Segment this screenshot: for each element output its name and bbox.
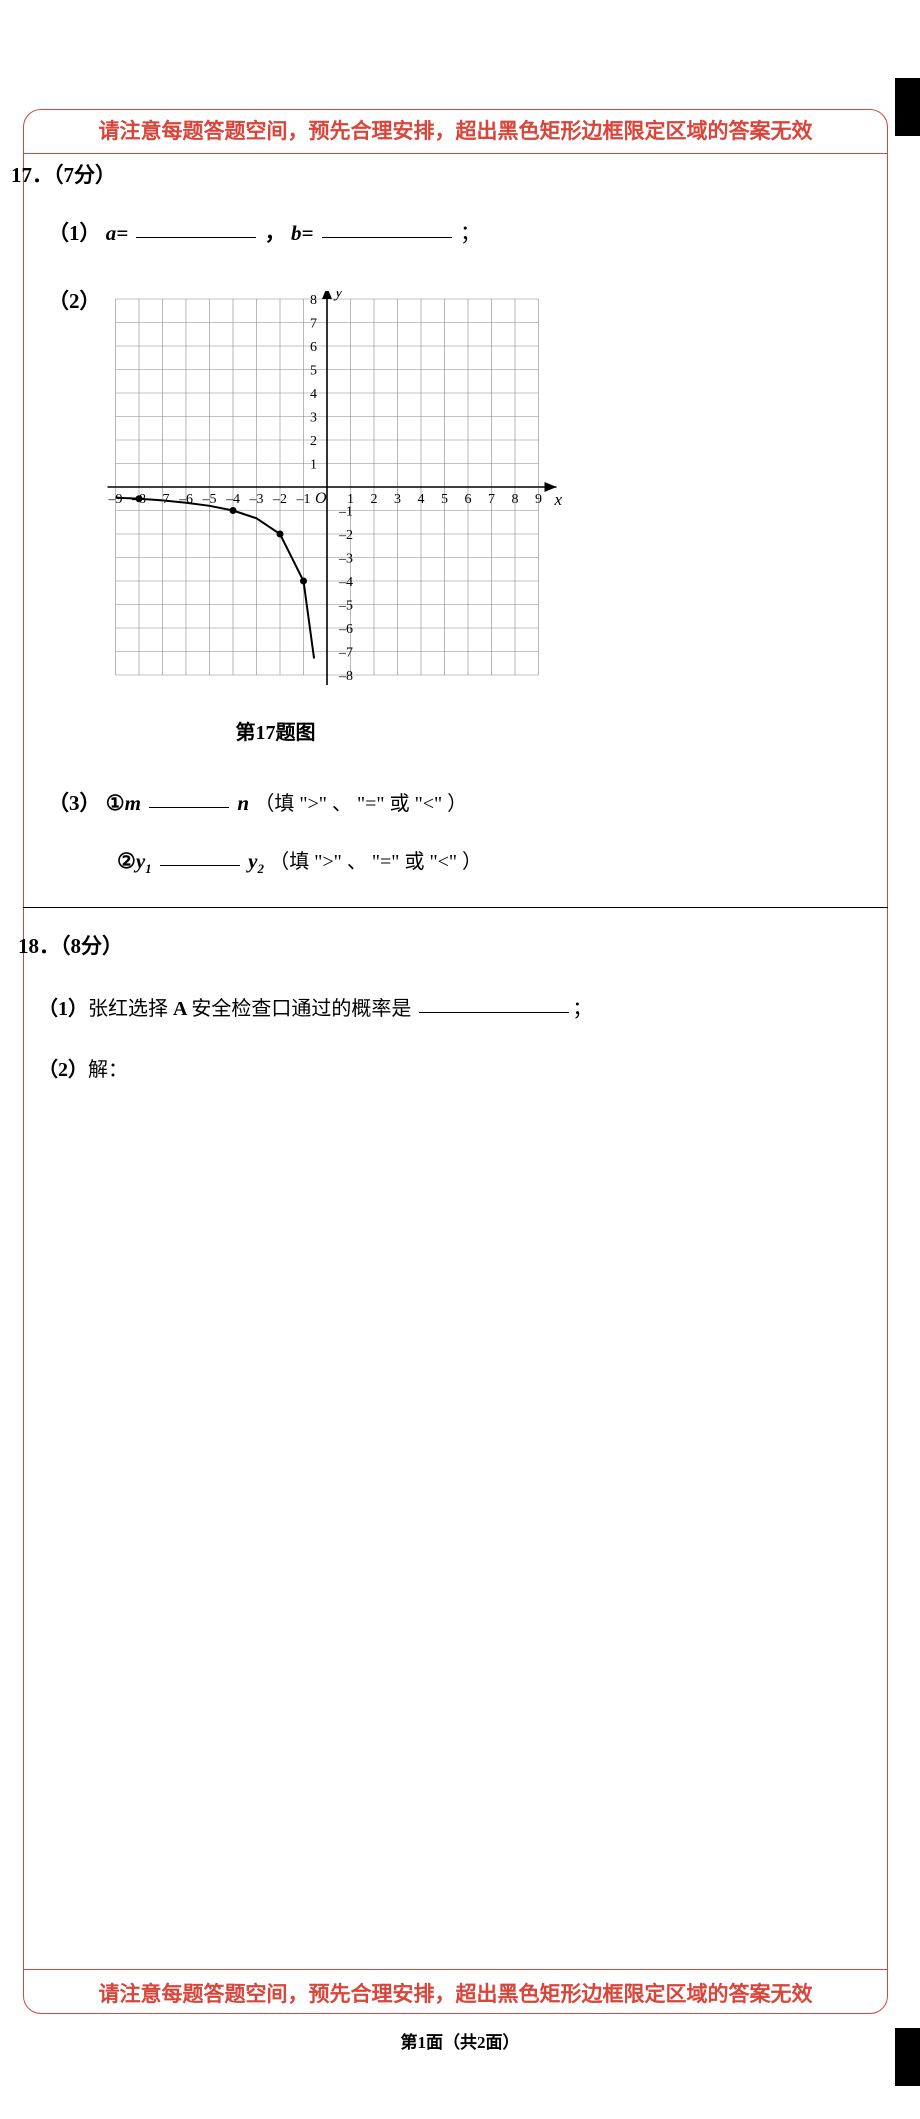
warning-top: 请注意每题答题空间，预先合理安排，超出黑色矩形边框限定区域的答案无效 [23,112,888,154]
svg-text:–1: –1 [296,492,311,507]
q17-part1: （1） a= ， b= ； [48,217,888,247]
svg-text:5: 5 [310,364,317,379]
svg-text:8: 8 [310,293,317,308]
svg-text:–9: –9 [108,492,123,507]
question-divider [23,907,888,908]
svg-text:6: 6 [310,340,317,355]
svg-text:3: 3 [310,411,317,426]
q17-a-eq: a= [106,221,128,245]
q17-mn-blank[interactable] [149,807,229,808]
svg-text:x: x [554,490,563,509]
svg-text:3: 3 [394,492,401,507]
svg-text:–5: –5 [338,599,353,614]
svg-text:–7: –7 [338,646,353,661]
page-footer: 第1面（共2面） [0,2028,920,2053]
svg-text:–3: –3 [249,492,264,507]
q17-circled-2: ② [117,850,136,873]
q18-part1: （1）张红选择 A 安全检查口通过的概率是 ； [38,992,888,1021]
svg-text:–4: –4 [338,575,353,590]
q17-m: m [125,791,141,815]
svg-text:8: 8 [512,492,519,507]
svg-text:4: 4 [310,387,317,402]
svg-text:O: O [315,490,327,507]
svg-text:7: 7 [310,317,317,332]
q18-part2-label: （2） [38,1059,88,1081]
svg-text:7: 7 [488,492,495,507]
q17-a-blank[interactable] [136,237,256,238]
q17-y2: y2 [248,849,264,873]
svg-text:–2: –2 [338,528,353,543]
q18-semi: ； [572,998,592,1020]
svg-text:1: 1 [310,458,317,473]
q17-y-blank[interactable] [160,865,240,866]
q18-part1-prefix: 张红选择 [88,998,173,1020]
q17-part1-label: （1） [48,221,101,245]
svg-text:–8: –8 [338,669,353,684]
svg-text:–2: –2 [272,492,287,507]
q17-n: n [237,791,249,815]
svg-text:9: 9 [535,492,542,507]
q18-part1-text: 安全检查口通过的概率是 [191,998,416,1020]
svg-text:4: 4 [418,492,425,507]
svg-text:–6: –6 [178,492,193,507]
warning-bottom: 请注意每题答题空间，预先合理安排，超出黑色矩形边框限定区域的答案无效 [23,1969,888,2011]
q17-y1: y1 [136,849,152,873]
svg-text:2: 2 [310,434,317,449]
svg-text:–4: –4 [225,492,240,507]
q18-header: 18．（8分） [18,930,888,960]
svg-text:–3: –3 [338,552,353,567]
q17-part3-label: （3） [48,791,101,815]
q17-comma: ， [265,221,286,245]
q17-part3-line1: （3） ①m n （填 ">" 、 "=" 或 "<" ） [48,787,888,817]
q18-part2: （2）解： [38,1053,888,1082]
q17-b-blank[interactable] [322,237,452,238]
q17-part3-text1: （填 ">" 、 "=" 或 "<" ） [254,793,467,815]
q17-part3-line2: ②y1 y2 （填 ">" 、 "=" 或 "<" ） [117,845,888,877]
svg-text:5: 5 [441,492,448,507]
svg-text:y: y [333,291,343,301]
svg-text:6: 6 [465,492,472,507]
q17-graph-caption: 第17题图 [0,716,888,745]
content-area: 17．（7分） （1） a= ， b= ； （2） –9–8–7–6–5–4–3… [23,154,888,1082]
svg-text:–1: –1 [338,505,353,520]
coordinate-grid: –9–8–7–6–5–4–3–2–1123456789–8–7–6–5–4–3–… [95,291,585,699]
q18-part1-label: （1） [38,998,88,1020]
q18-part2-text: 解： [88,1059,128,1081]
q17-semi: ； [460,221,481,245]
svg-text:–6: –6 [338,622,353,637]
q17-part3-text2: （填 ">" 、 "=" 或 "<" ） [269,851,482,873]
q17-b-eq: b= [291,221,313,245]
q18-prob-blank[interactable] [419,1012,569,1013]
q17-circled-1: ① [106,792,125,815]
black-fiducial-top [895,78,920,136]
svg-text:2: 2 [371,492,378,507]
q17-graph: –9–8–7–6–5–4–3–2–1123456789–8–7–6–5–4–3–… [95,291,888,704]
q17-header: 17．（7分） [11,159,888,189]
